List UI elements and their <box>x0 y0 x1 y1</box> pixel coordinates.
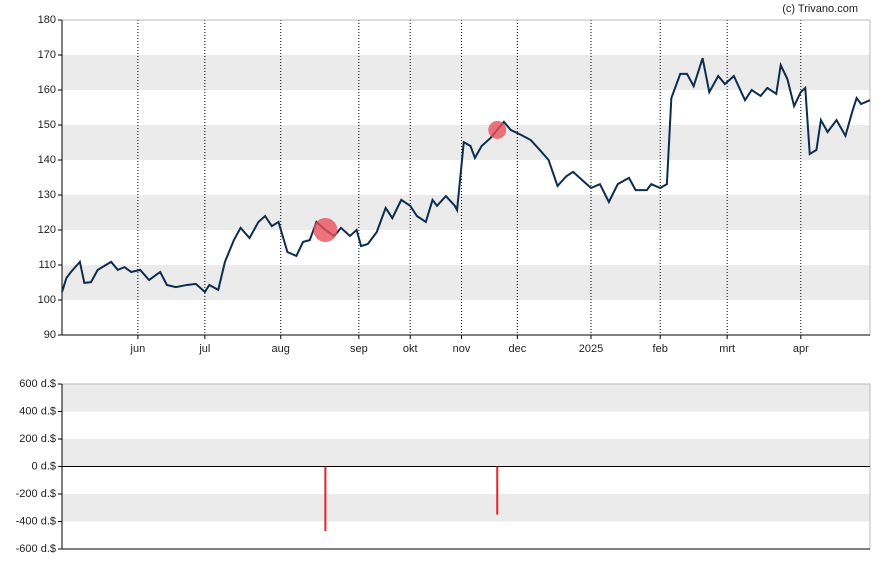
y-tick-label: 130 <box>38 189 56 201</box>
x-tick-label: dec <box>508 343 526 355</box>
grid-band <box>62 384 870 412</box>
price-line <box>61 57 871 294</box>
y-tick-label: 100 <box>38 294 56 306</box>
y-tick-label: 0 d.$ <box>32 460 56 472</box>
y-tick-label: 180 <box>38 14 56 26</box>
x-tick-label: jul <box>198 343 210 355</box>
y-tick-label: 140 <box>38 154 56 166</box>
x-tick-label: sep <box>350 343 368 355</box>
x-tick-label: nov <box>453 343 471 355</box>
y-tick-label: 160 <box>38 84 56 96</box>
y-tick-label: 120 <box>38 224 56 236</box>
x-tick-label: apr <box>793 343 809 355</box>
x-tick-label: okt <box>403 343 418 355</box>
y-tick-label: -400 d.$ <box>16 515 56 527</box>
y-tick-label: 200 d.$ <box>19 433 56 445</box>
y-tick-label: 170 <box>38 49 56 61</box>
y-tick-label: 600 d.$ <box>19 378 56 390</box>
y-tick-label: -600 d.$ <box>16 543 56 555</box>
y-tick-label: 110 <box>38 259 56 271</box>
grid-band <box>62 494 870 522</box>
event-marker <box>488 120 507 139</box>
grid-band <box>62 195 870 230</box>
y-tick-label: 90 <box>44 329 56 341</box>
y-tick-label: 400 d.$ <box>19 405 56 417</box>
x-tick-label: feb <box>653 343 668 355</box>
x-tick-label: jun <box>130 343 146 355</box>
grid-band <box>62 439 870 467</box>
y-tick-label: -200 d.$ <box>16 488 56 500</box>
grid-band <box>62 55 870 90</box>
x-tick-label: mrt <box>719 343 735 355</box>
source: (c) Trivano.com <box>782 3 858 15</box>
x-tick-label: aug <box>272 343 290 355</box>
grid-band <box>62 265 870 300</box>
event-marker <box>313 218 338 242</box>
y-tick-label: 150 <box>38 119 56 131</box>
x-tick-label: 2025 <box>579 343 603 355</box>
